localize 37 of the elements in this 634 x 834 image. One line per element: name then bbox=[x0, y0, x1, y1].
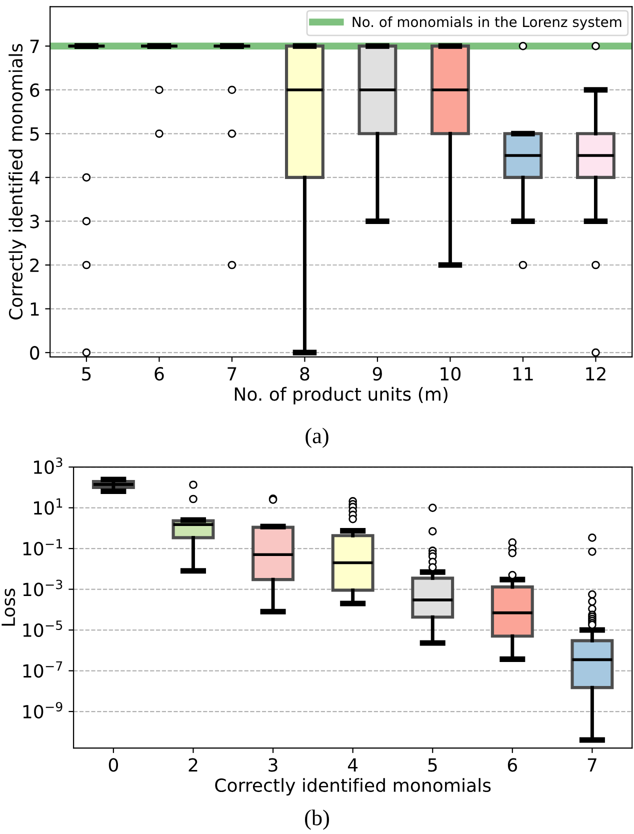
y-tick-label: 10$^{−5}$ bbox=[23, 620, 62, 638]
x-tick-label: 7 bbox=[228, 367, 236, 380]
x-tick-label: 5 bbox=[82, 367, 91, 381]
x-tick-label: 7 bbox=[588, 758, 596, 772]
x-tick-label: 5 bbox=[428, 758, 437, 772]
y-tick-label: 10$^{−1}$ bbox=[23, 539, 62, 556]
y-tick-label: 7 bbox=[30, 40, 39, 53]
x-tick-label: 2 bbox=[188, 758, 198, 772]
x-tick-label: 6 bbox=[508, 758, 518, 772]
legend-label: No. of monomials in the Lorenz system bbox=[352, 16, 622, 30]
y-tick-label: 4 bbox=[30, 171, 40, 184]
x-tick-label: 8 bbox=[300, 366, 310, 381]
x-tick-label: 3 bbox=[268, 758, 278, 772]
y-tick-label: 1 bbox=[30, 302, 39, 316]
y-tick-label: 3 bbox=[30, 214, 39, 228]
y-tick-label: 10$^{1}$ bbox=[34, 498, 62, 515]
y-tick-label: 10$^{−7}$ bbox=[23, 661, 62, 678]
x-tick-label: 10 bbox=[440, 366, 461, 381]
y-tick-label: 10$^{−3}$ bbox=[23, 580, 62, 596]
x-tick-label: 0 bbox=[108, 758, 118, 772]
text: (b) bbox=[305, 810, 329, 830]
x-tick-label: 12 bbox=[586, 366, 606, 380]
x-axis-title: No. of product units (m) bbox=[234, 386, 448, 404]
y-tick-label: 10$^{−9}$ bbox=[23, 702, 62, 718]
x-axis-title: Correctly identified monomials bbox=[215, 778, 491, 796]
x-tick-label: 6 bbox=[154, 366, 164, 381]
y-axis-title: Loss bbox=[2, 588, 16, 626]
y-axis-title: Correctly identified monomials bbox=[8, 44, 26, 320]
y-tick-label: 5 bbox=[30, 127, 39, 141]
y-tick-label: 0 bbox=[30, 346, 40, 360]
text: (a) bbox=[306, 428, 328, 448]
x-tick-label: 11 bbox=[513, 367, 533, 380]
y-tick-label: 6 bbox=[30, 83, 40, 97]
x-tick-label: 9 bbox=[372, 366, 382, 381]
x-tick-label: 4 bbox=[348, 758, 358, 772]
y-tick-label: 2 bbox=[30, 258, 39, 272]
y-tick-label: 10$^{3}$ bbox=[34, 457, 62, 474]
